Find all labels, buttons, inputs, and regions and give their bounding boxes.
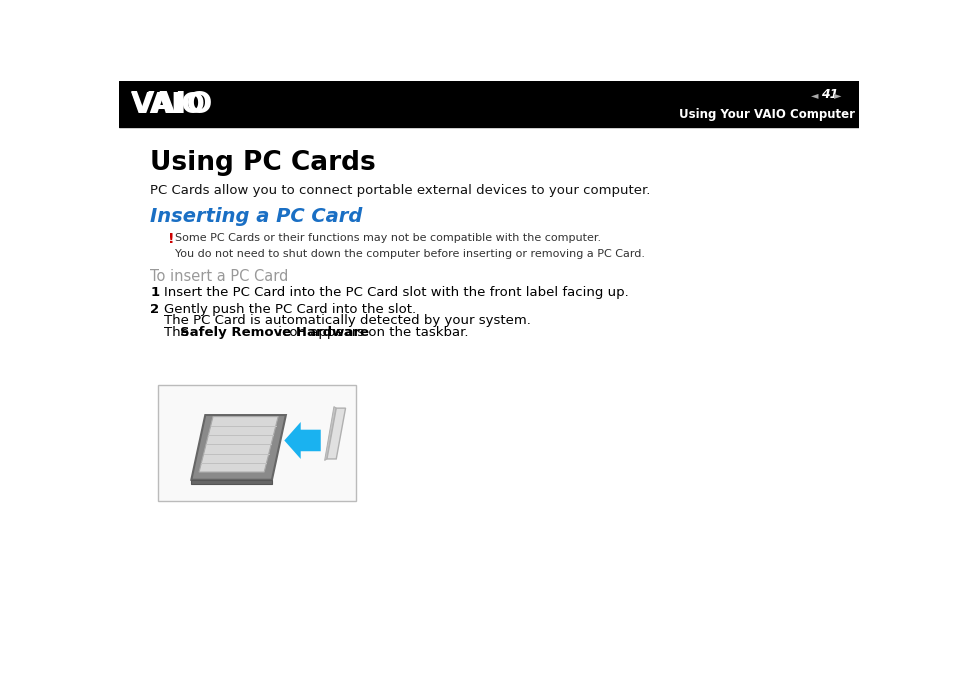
Text: 1: 1: [150, 286, 159, 299]
Text: The: The: [164, 326, 193, 339]
Text: VAIO: VAIO: [131, 90, 213, 119]
Text: Using Your VAIO Computer: Using Your VAIO Computer: [679, 108, 855, 121]
Text: Some PC Cards or their functions may not be compatible with the computer.: Some PC Cards or their functions may not…: [174, 233, 600, 243]
Polygon shape: [192, 480, 272, 485]
Polygon shape: [284, 422, 320, 459]
Text: VAIO: VAIO: [131, 91, 206, 119]
Polygon shape: [199, 417, 278, 472]
Text: The PC Card is automatically detected by your system.: The PC Card is automatically detected by…: [164, 314, 531, 327]
Text: Insert the PC Card into the PC Card slot with the front label facing up.: Insert the PC Card into the PC Card slot…: [164, 286, 628, 299]
Text: You do not need to shut down the computer before inserting or removing a PC Card: You do not need to shut down the compute…: [174, 249, 644, 259]
Text: PC Cards allow you to connect portable external devices to your computer.: PC Cards allow you to connect portable e…: [150, 184, 650, 197]
Text: icon appears on the taskbar.: icon appears on the taskbar.: [274, 326, 468, 339]
Polygon shape: [192, 415, 286, 480]
Text: !: !: [168, 232, 174, 246]
Text: To insert a PC Card: To insert a PC Card: [150, 269, 289, 284]
Text: Using PC Cards: Using PC Cards: [150, 150, 375, 176]
Text: Inserting a PC Card: Inserting a PC Card: [150, 207, 362, 226]
Text: 2: 2: [150, 303, 159, 315]
Bar: [158, 385, 355, 501]
Text: Gently push the PC Card into the slot.: Gently push the PC Card into the slot.: [164, 303, 416, 315]
Bar: [119, 81, 858, 127]
Text: 41: 41: [820, 88, 838, 101]
Polygon shape: [327, 408, 345, 459]
Text: ►: ►: [833, 90, 841, 100]
Text: Safely Remove Hardware: Safely Remove Hardware: [179, 326, 368, 339]
Polygon shape: [324, 406, 335, 460]
Text: ◄: ◄: [810, 90, 818, 100]
